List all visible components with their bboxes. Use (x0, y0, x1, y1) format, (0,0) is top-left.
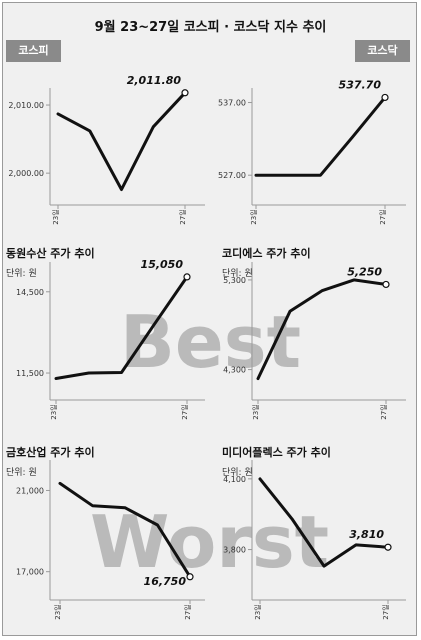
series-line (256, 278, 388, 381)
kosdaq-tag: 코스닥 (355, 40, 410, 62)
x-tick-label: 27일 (180, 404, 189, 419)
y-tick-label: 11,500 (16, 369, 44, 378)
x-tick-label: 27일 (379, 404, 388, 419)
x-tick-label: 23일 (51, 209, 60, 224)
series-line (56, 91, 187, 191)
end-value-label: 15,050 (141, 258, 184, 271)
series-line (254, 95, 387, 177)
x-tick-label: 23일 (251, 404, 260, 419)
end-point-marker (381, 93, 389, 102)
x-tick-label: 23일 (53, 604, 62, 619)
end-point-marker (183, 273, 191, 281)
y-tick-label: 3,800 (223, 546, 246, 555)
series-line (258, 477, 390, 568)
y-tick-label: 2,010.00 (8, 101, 44, 110)
chart-title: 코디에스 주가 추이 (222, 246, 311, 260)
y-tick-label: 527.00 (218, 171, 246, 180)
end-value-label: 5,250 (347, 265, 382, 278)
y-tick-label: 5,300 (223, 276, 246, 285)
kospi-tag: 코스피 (6, 40, 61, 62)
chart-title: 금호산업 주가 추이 (6, 445, 95, 459)
y-tick-label: 2,000.00 (8, 169, 44, 178)
series-line (58, 481, 192, 579)
end-value-label: 16,750 (144, 575, 187, 588)
y-tick-label: 537.00 (218, 99, 246, 108)
end-value-label: 3,810 (349, 528, 384, 541)
x-tick-label: 27일 (183, 604, 192, 619)
end-point-marker (186, 573, 194, 581)
chart-title: 미디어플렉스 주가 추이 (222, 445, 331, 459)
x-tick-label: 23일 (49, 404, 58, 419)
chart-unit: 단위: 원 (6, 268, 37, 279)
chart-unit: 단위: 원 (6, 467, 37, 478)
page-title: 9월 23~27일 코스피 · 코스닥 지수 추이 (94, 20, 327, 35)
x-tick-label: 27일 (178, 209, 187, 224)
end-point-marker (382, 280, 390, 289)
y-tick-label: 4,100 (223, 475, 246, 484)
x-tick-label: 27일 (378, 209, 387, 224)
chart-title: 동원수산 주가 추이 (6, 246, 95, 260)
y-tick-label: 14,500 (16, 288, 44, 297)
infographic-frame (2, 2, 417, 636)
x-tick-label: 23일 (253, 604, 262, 619)
end-value-label: 537.70 (339, 78, 382, 91)
x-tick-label: 27일 (381, 604, 390, 619)
chart-unit: 단위: 원 (222, 268, 253, 279)
chart-unit: 단위: 원 (222, 467, 253, 478)
end-value-label: 2,011.80 (127, 74, 182, 87)
y-tick-label: 17,000 (16, 568, 44, 577)
x-tick-label: 23일 (249, 209, 258, 224)
series-line (54, 275, 189, 380)
y-tick-label: 21,000 (16, 486, 44, 495)
end-point-marker (384, 543, 392, 551)
end-point-marker (181, 89, 189, 97)
y-tick-label: 4,300 (223, 366, 246, 375)
